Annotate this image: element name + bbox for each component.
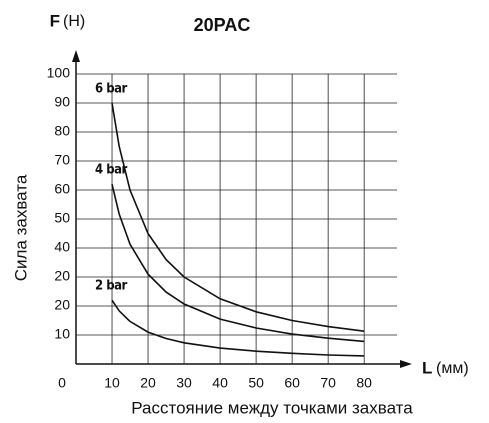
series-label: 2 bar xyxy=(95,279,127,294)
y-tick-label: 50 xyxy=(54,210,70,226)
x-tick-label: 40 xyxy=(212,375,228,391)
curve xyxy=(111,102,365,332)
y-tick-label: 20 xyxy=(54,297,70,313)
curve xyxy=(111,184,365,343)
x-tick-label: 60 xyxy=(284,375,300,391)
x-tick-label: 70 xyxy=(320,375,336,391)
x-tick-label: 0 xyxy=(58,375,66,391)
curve xyxy=(111,299,365,357)
x-axis-symbol: L xyxy=(422,358,432,377)
x-tick-label: 20 xyxy=(140,375,156,391)
x-axis-arrow xyxy=(400,360,412,368)
y-tick-label: 10 xyxy=(54,326,70,342)
y-tick-label: 100 xyxy=(47,65,71,81)
y-tick-label: 70 xyxy=(54,152,70,168)
y-tick-label: 60 xyxy=(54,181,70,197)
x-axis-title: Расстояние между точками захвата xyxy=(131,398,413,417)
x-axis-unit: (мм) xyxy=(436,360,469,377)
y-tick-label: 80 xyxy=(54,123,70,139)
y-axis-arrow xyxy=(72,50,80,62)
y-axis-symbol: F xyxy=(50,11,60,30)
series-label: 4 bar xyxy=(95,163,127,178)
y-axis-unit: (H) xyxy=(63,13,85,30)
series-label: 6 bar xyxy=(95,82,127,97)
chart-title: 20PAC xyxy=(194,15,251,35)
y-tick-label: 90 xyxy=(54,94,70,110)
y-axis-title: Сила захвата xyxy=(11,174,30,281)
x-tick-label: 30 xyxy=(176,375,192,391)
y-tick-label: 20 xyxy=(54,268,70,284)
x-tick-label: 50 xyxy=(248,375,264,391)
y-tick-label: 40 xyxy=(54,239,70,255)
x-tick-label: 10 xyxy=(104,375,120,391)
x-tick-label: 80 xyxy=(356,375,372,391)
